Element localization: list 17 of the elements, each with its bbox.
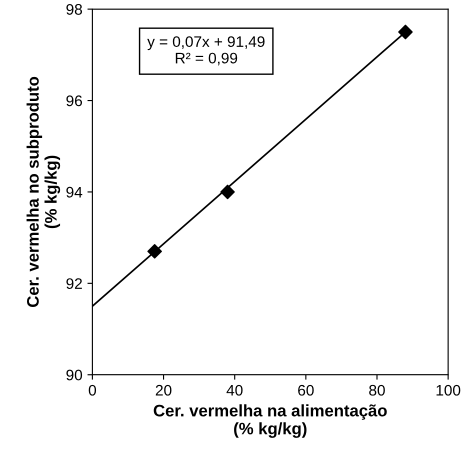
y-tick-label: 96 bbox=[66, 95, 82, 106]
point bbox=[147, 244, 162, 259]
y-tick-label: 90 bbox=[66, 370, 82, 380]
annotation: y = 0,07x + 91,49 R² = 0,99 bbox=[147, 36, 265, 66]
x-tick-label: 100 bbox=[436, 384, 460, 396]
x-tick-label: 0 bbox=[88, 384, 96, 396]
point bbox=[398, 24, 413, 40]
x-tick-label: 20 bbox=[156, 384, 172, 396]
x-axis-title: Cer. vermelha na alimentação (% kg/kg) bbox=[154, 404, 387, 438]
point bbox=[220, 184, 235, 200]
y-tick-label: 98 bbox=[66, 4, 82, 15]
x-tick-label: 40 bbox=[226, 384, 243, 396]
y-tick-label: 94 bbox=[66, 186, 82, 198]
x-tick-label: 80 bbox=[369, 384, 385, 396]
y-tick-label: 92 bbox=[66, 278, 82, 290]
y-axis-title: Cer. vermelha no subproduto (% kg/kg) bbox=[26, 76, 60, 308]
x-tick-label: 60 bbox=[298, 384, 314, 396]
